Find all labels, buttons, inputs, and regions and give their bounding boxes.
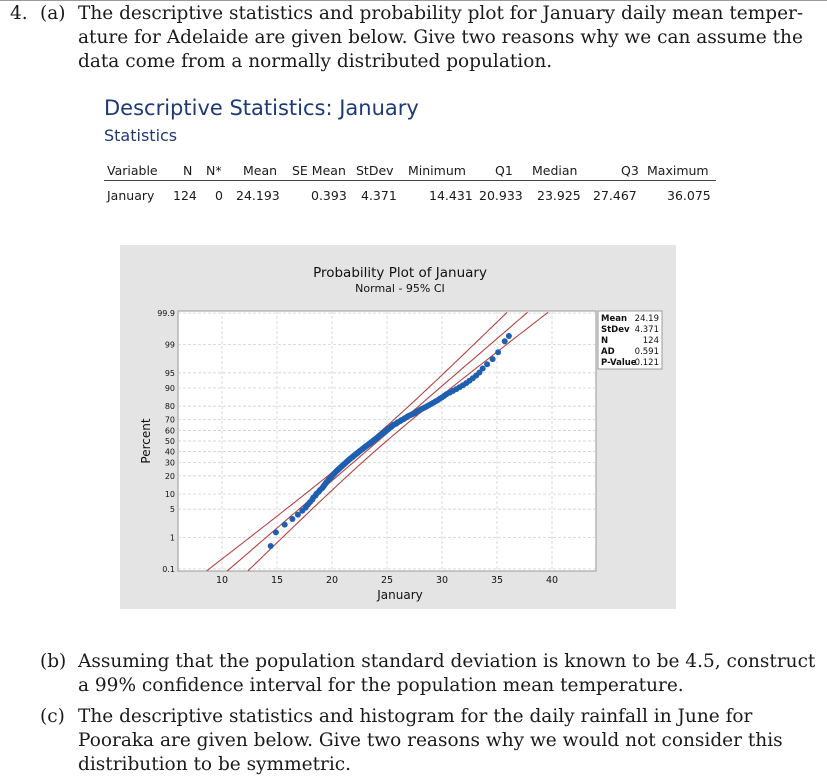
ci-lower-band bbox=[247, 311, 549, 572]
question-c-line-2: Pooraka are given below. Give two reason… bbox=[78, 730, 783, 751]
fit-line bbox=[226, 311, 528, 572]
data-point bbox=[289, 516, 296, 522]
data-point bbox=[489, 356, 496, 363]
data-point bbox=[476, 369, 483, 376]
stats-cell-mean: 24.193 bbox=[236, 188, 280, 203]
question-a-line-1: The descriptive statistics and probabili… bbox=[78, 3, 804, 24]
y-axis-label: Percent bbox=[139, 418, 153, 463]
legend-label-ad: AD bbox=[601, 347, 615, 357]
stats-header-q3: Q3 bbox=[621, 163, 639, 178]
y-tick-label: 20 bbox=[165, 472, 175, 481]
x-axis-label: January bbox=[376, 588, 423, 602]
y-tick-label: 70 bbox=[165, 415, 175, 424]
legend-value-mean: 24.19 bbox=[635, 314, 659, 324]
stats-cell-semean: 0.393 bbox=[311, 188, 347, 203]
stats-header-maximum: Maximum bbox=[647, 163, 709, 178]
legend-box bbox=[597, 310, 663, 370]
legend-value-stdev: 4.371 bbox=[635, 325, 659, 335]
stats-header-median: Median bbox=[532, 163, 578, 178]
data-point bbox=[272, 529, 279, 536]
data-point bbox=[267, 543, 274, 549]
y-tick-label: 30 bbox=[165, 459, 175, 468]
part-label-a: (a) bbox=[40, 3, 66, 24]
x-tick-label: 25 bbox=[381, 575, 393, 586]
y-tick-label: 1 bbox=[170, 533, 175, 542]
legend-value-pvalue: 0.121 bbox=[635, 358, 659, 368]
legend-label-n: N bbox=[601, 336, 608, 346]
stats-header-variable: Variable bbox=[107, 163, 158, 178]
stats-header-nstar: N* bbox=[206, 163, 222, 178]
x-tick-label: 10 bbox=[216, 575, 228, 586]
y-tick-label: 50 bbox=[165, 437, 175, 446]
x-tick-label: 30 bbox=[436, 575, 448, 586]
part-label-b: (b) bbox=[40, 651, 67, 672]
stats-cell-nstar: 0 bbox=[215, 188, 223, 203]
legend-value-ad: 0.591 bbox=[635, 347, 659, 357]
probability-plot: Probability Plot of January Normal - 95%… bbox=[139, 265, 663, 602]
question-c-line-3: distribution to be symmetric. bbox=[78, 754, 352, 775]
stats-header-n: N bbox=[183, 163, 193, 178]
y-tick-label: 99 bbox=[165, 341, 175, 350]
data-point bbox=[484, 361, 491, 368]
y-tick-label: 95 bbox=[165, 369, 175, 378]
x-tick-label: 35 bbox=[491, 575, 503, 586]
question-b: (b) Assuming that the population standar… bbox=[40, 650, 820, 698]
stats-header-q1: Q1 bbox=[495, 163, 513, 178]
stats-cell-stdev: 4.371 bbox=[361, 188, 397, 203]
chart-title: Probability Plot of January bbox=[313, 265, 487, 281]
question-b-line-1: Assuming that the population standard de… bbox=[78, 651, 816, 672]
y-tick-label: 60 bbox=[165, 427, 175, 436]
data-point bbox=[501, 338, 508, 345]
stats-cell-q3: 27.467 bbox=[593, 188, 637, 203]
question-b-line-2: a 99% confidence interval for the popula… bbox=[78, 675, 684, 696]
stats-header-stdev: StDev bbox=[356, 163, 394, 178]
stats-cell-variable: January bbox=[107, 188, 155, 203]
data-point bbox=[495, 349, 502, 356]
data-point bbox=[294, 511, 301, 518]
question-a-line-3: data come from a normally distributed po… bbox=[78, 51, 553, 72]
part-label-c: (c) bbox=[40, 706, 65, 727]
x-tick-labels: 10 15 20 25 30 35 40 bbox=[216, 575, 558, 586]
y-tick-label: 5 bbox=[170, 505, 175, 514]
y-tick-label: 0.1 bbox=[162, 565, 175, 574]
legend-label-stdev: StDev bbox=[601, 325, 630, 335]
legend-value-n: 124 bbox=[643, 336, 659, 346]
y-tick-label: 10 bbox=[165, 490, 175, 499]
y-tick-label: 80 bbox=[165, 402, 175, 411]
question-c: (c) The descriptive statistics and histo… bbox=[40, 705, 820, 777]
top-rule bbox=[0, 0, 827, 1]
stats-cell-q1: 20.933 bbox=[479, 188, 523, 203]
data-point bbox=[479, 365, 486, 372]
data-point bbox=[505, 333, 512, 339]
y-tick-label: 90 bbox=[165, 384, 175, 393]
stats-cell-median: 23.925 bbox=[537, 188, 581, 203]
legend-label-pvalue: P-Value bbox=[601, 358, 637, 368]
stats-cell-n: 124 bbox=[173, 188, 197, 203]
stats-header-semean: SE Mean bbox=[292, 163, 346, 178]
y-tick-label: 40 bbox=[165, 447, 175, 456]
question-a: 4. (a) The descriptive statistics and pr… bbox=[10, 2, 820, 74]
question-a-line-2: ature for Adelaide are given below. Give… bbox=[78, 27, 803, 48]
data-points bbox=[267, 333, 512, 549]
question-number: 4. bbox=[10, 3, 28, 24]
stats-title: Descriptive Statistics: January bbox=[104, 96, 419, 120]
legend-label-mean: Mean bbox=[601, 314, 627, 324]
x-tick-label: 20 bbox=[326, 575, 338, 586]
stats-header-rule bbox=[104, 180, 716, 181]
stats-header-mean: Mean bbox=[243, 163, 278, 178]
stats-cell-minimum: 14.431 bbox=[429, 188, 473, 203]
stats-subtitle: Statistics bbox=[104, 126, 178, 145]
x-tick-label: 40 bbox=[546, 575, 558, 586]
chart-subtitle: Normal - 95% CI bbox=[355, 282, 445, 295]
y-tick-label: 99.9 bbox=[157, 309, 175, 318]
data-point bbox=[281, 521, 288, 528]
stats-header-minimum: Minimum bbox=[408, 163, 466, 178]
question-c-line-1: The descriptive statistics and histogram… bbox=[78, 706, 753, 727]
x-tick-label: 15 bbox=[271, 575, 283, 586]
stats-cell-maximum: 36.075 bbox=[667, 188, 711, 203]
